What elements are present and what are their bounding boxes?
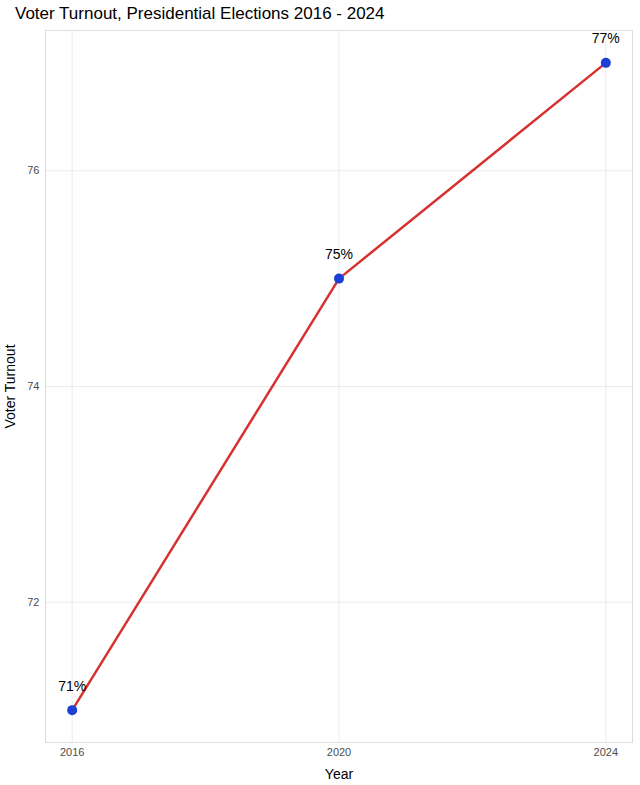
svg-text:Voter Turnout: Voter Turnout xyxy=(2,344,18,428)
svg-text:76: 76 xyxy=(27,164,39,176)
svg-text:2020: 2020 xyxy=(327,746,351,758)
html-text:Voter Turnout, Presidential El: Voter Turnout, Presidential Elections 20… xyxy=(15,4,385,23)
svg-text:Year: Year xyxy=(325,766,354,782)
svg-text:71%: 71% xyxy=(58,678,86,694)
svg-text:2016: 2016 xyxy=(60,746,84,758)
svg-text:72: 72 xyxy=(27,596,39,608)
svg-text:75%: 75% xyxy=(325,246,353,262)
svg-text:77%: 77% xyxy=(592,30,620,46)
svg-text:74: 74 xyxy=(27,380,39,392)
svg-text:2024: 2024 xyxy=(594,746,618,758)
